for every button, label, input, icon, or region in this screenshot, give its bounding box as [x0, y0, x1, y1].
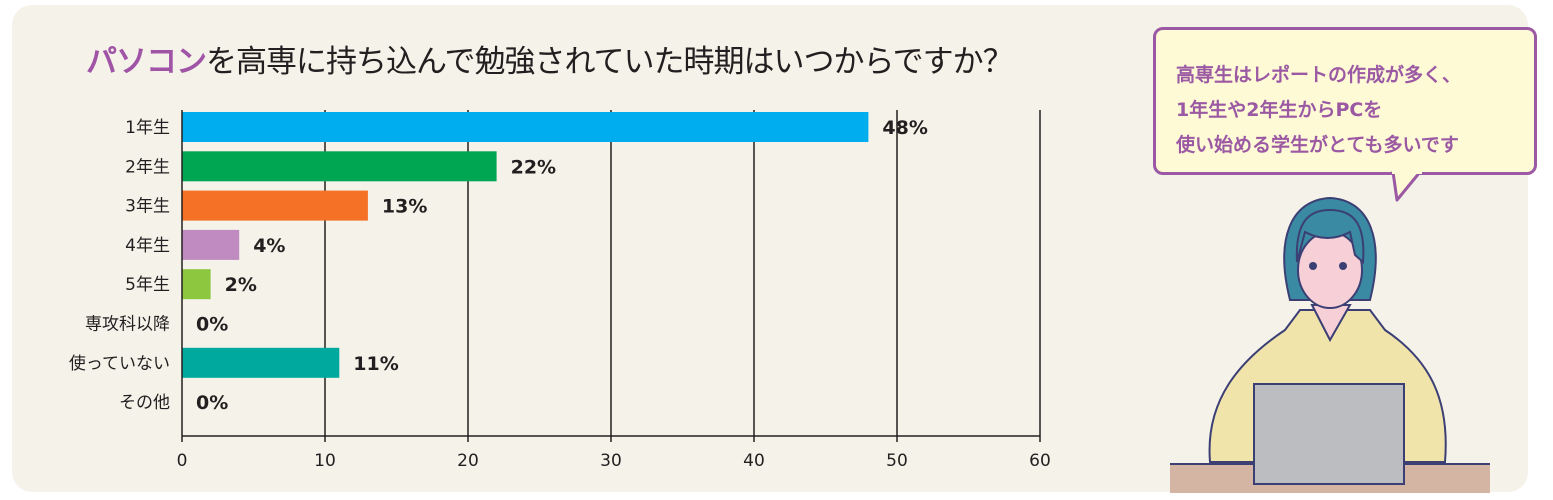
- bubble-line: 1年生や2年生からPCを: [1176, 99, 1383, 121]
- bubble-line: 使い始める学生がとても多いです: [1176, 134, 1459, 156]
- x-tick-label: 0: [177, 451, 188, 471]
- bubble-line: 高専生はレポートの作成が多く、: [1176, 64, 1462, 86]
- data-label: 4%: [253, 235, 285, 257]
- bar: [182, 190, 368, 221]
- data-label: 13%: [382, 196, 427, 218]
- category-label: 5年生: [125, 275, 170, 295]
- title-highlight: パソコン: [86, 44, 207, 80]
- bar: [182, 347, 340, 378]
- x-tick-label: 60: [1029, 451, 1051, 471]
- category-label: 専攻科以降: [85, 315, 170, 335]
- data-label: 11%: [353, 353, 398, 375]
- x-tick-label: 20: [457, 451, 479, 471]
- x-tick-label: 30: [600, 451, 622, 471]
- title-rest: を高専に持ち込んで勉強されていた時期はいつからですか？: [206, 44, 1014, 80]
- data-label: 0%: [196, 392, 228, 414]
- category-label: 使っていない: [69, 353, 170, 374]
- category-label: 3年生: [125, 197, 170, 217]
- category-label: 4年生: [125, 236, 170, 256]
- category-label: その他: [119, 393, 170, 413]
- bar: [182, 112, 869, 142]
- bar: [182, 269, 211, 300]
- data-label: 2%: [225, 274, 257, 296]
- bar-chart: 0 10 20 30 40 50 60 1年生 48% 2年生 22% 3年生 13% 4年生 4% 5年生 2…: [69, 110, 1051, 471]
- chart-title: パソコンを高専に持ち込んで勉強されていた時期はいつからですか？: [86, 36, 1014, 81]
- bar: [182, 151, 497, 182]
- x-tick-label: 10: [314, 451, 336, 471]
- data-label: 0%: [196, 314, 228, 336]
- category-label: 2年生: [125, 157, 170, 177]
- speech-bubble: 高専生はレポートの作成が多く、 1年生や2年生からPCを 使い始める学生がとても…: [1153, 27, 1537, 175]
- category-label: 1年生: [125, 118, 170, 138]
- x-tick-label: 40: [743, 451, 765, 471]
- data-label: 48%: [882, 117, 927, 139]
- data-label: 22%: [511, 156, 556, 178]
- x-tick-label: 50: [886, 451, 908, 471]
- bar: [182, 229, 240, 260]
